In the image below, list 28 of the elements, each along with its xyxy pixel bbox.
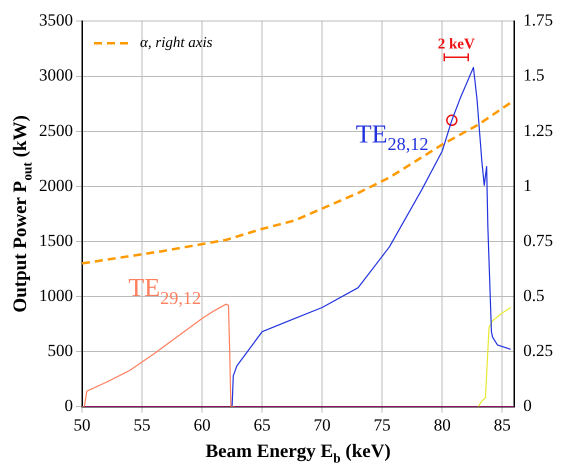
x-tick-label: 55 bbox=[134, 415, 151, 434]
y-tick-label: 1500 bbox=[39, 230, 73, 250]
y-tick-label: 3000 bbox=[39, 66, 73, 85]
y-tick-label: 2500 bbox=[39, 120, 73, 140]
y-tick-label: 0 bbox=[64, 396, 73, 416]
legend-label: α, right axis bbox=[140, 35, 213, 52]
line-series bbox=[82, 101, 512, 265]
y2-tick-label: 0 bbox=[523, 396, 532, 416]
y-tick-label: 2000 bbox=[39, 176, 73, 195]
y-tick-label: 1000 bbox=[39, 286, 73, 305]
x-tick-label: 75 bbox=[374, 415, 391, 434]
y-axis-title: Output Power Pout (kW) bbox=[10, 115, 35, 313]
y2-tick-label: 0.5 bbox=[523, 286, 544, 305]
y2-tick-label: 1.75 bbox=[523, 10, 553, 30]
y2-tick-label: 1.5 bbox=[523, 66, 544, 85]
x-tick-label: 60 bbox=[194, 415, 211, 434]
y2-tick-label: 0.75 bbox=[523, 230, 553, 250]
x-tick-label: 65 bbox=[254, 415, 271, 434]
y2-tick-label: 0.25 bbox=[523, 341, 553, 360]
x-tick-label: 80 bbox=[434, 415, 451, 434]
y2-tick-label: 1 bbox=[523, 176, 532, 195]
y-tick-label: 500 bbox=[48, 341, 73, 360]
y-tick-label: 3500 bbox=[39, 10, 73, 30]
y2-tick-label: 1.25 bbox=[523, 120, 553, 140]
x-tick-label: 50 bbox=[74, 415, 90, 434]
x-tick-label: 70 bbox=[314, 415, 331, 434]
annotation: 2 keV bbox=[438, 36, 475, 53]
x-tick-label: 85 bbox=[494, 415, 511, 434]
